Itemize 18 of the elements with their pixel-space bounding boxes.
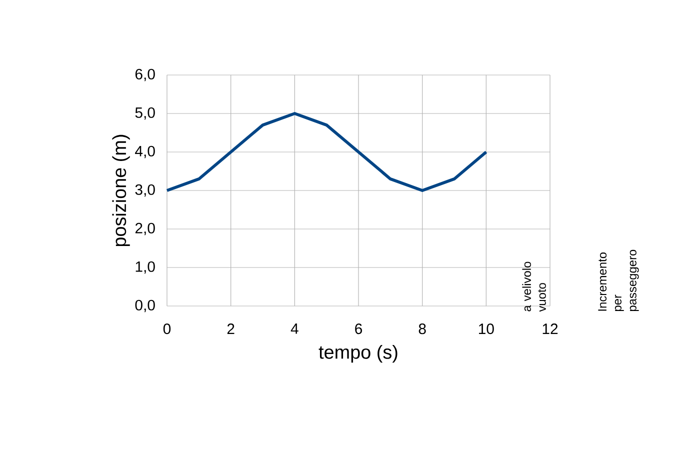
y-tick-label: 3,0: [135, 184, 155, 197]
y-tick-label: 6,0: [135, 68, 155, 82]
text: Incremento per passeggero: [598, 250, 639, 312]
y-tick-label: 5,0: [135, 107, 155, 120]
x-tick-label: 10: [479, 324, 494, 334]
y-tick-label: 1,0: [136, 261, 155, 274]
annotation: a velivolo vuoto: [522, 262, 546, 312]
x-tick-label: 12: [542, 324, 558, 334]
x-tick-label: 0: [163, 324, 171, 334]
y-tick-label: 4,0: [135, 146, 155, 158]
x-tick-label: 8: [418, 324, 426, 334]
x-axis-title: tempo (s): [318, 344, 398, 363]
x-tick-label: 2: [227, 324, 234, 334]
y-axis-title: posizione (m): [112, 134, 130, 246]
x-tick-label: 6: [355, 324, 362, 334]
y-tick-label: 0,0: [135, 300, 155, 312]
y-tick-label: 2,0: [135, 222, 155, 236]
x-tick-label: 4: [290, 324, 298, 334]
